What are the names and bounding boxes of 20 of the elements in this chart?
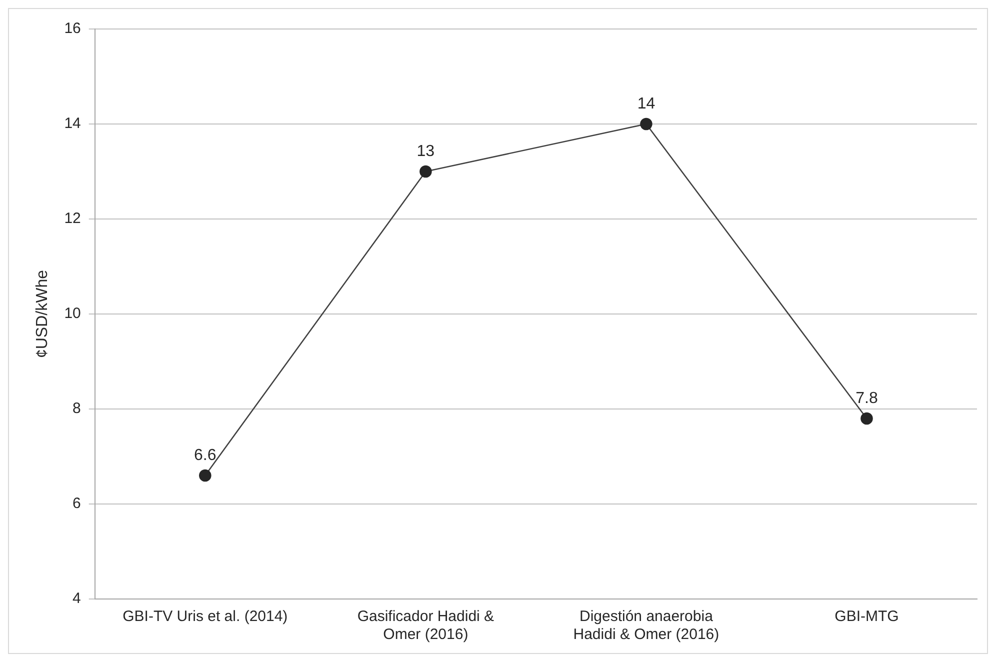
x-tick-label: Digestión anaerobia Hadidi & Omer (2016) xyxy=(573,608,720,644)
y-tick-label: 6 xyxy=(72,495,81,512)
x-tick-label: GBI-TV Uris et al. (2014) xyxy=(122,608,288,626)
data-label: 7.8 xyxy=(856,390,878,407)
point xyxy=(199,469,212,482)
y-axis-title: ¢USD/kWhe xyxy=(34,270,52,358)
y-tick-label: 14 xyxy=(64,115,81,132)
x-tick-label: Gasificador Hadidi & Omer (2016) xyxy=(357,608,494,644)
data-label: 6.6 xyxy=(194,446,216,464)
y-tick-label: 10 xyxy=(64,305,81,322)
data-label: 13 xyxy=(416,142,435,160)
y-tick-label: 4 xyxy=(72,590,81,608)
y-tick-label: 8 xyxy=(72,400,81,418)
point xyxy=(860,412,873,425)
point xyxy=(640,118,652,130)
x-tick-label: GBI-MTG xyxy=(834,608,899,626)
y-tick-label: 16 xyxy=(64,20,81,38)
y-tick-label: 12 xyxy=(64,210,81,228)
point xyxy=(420,165,432,178)
data-label: 14 xyxy=(637,95,656,112)
